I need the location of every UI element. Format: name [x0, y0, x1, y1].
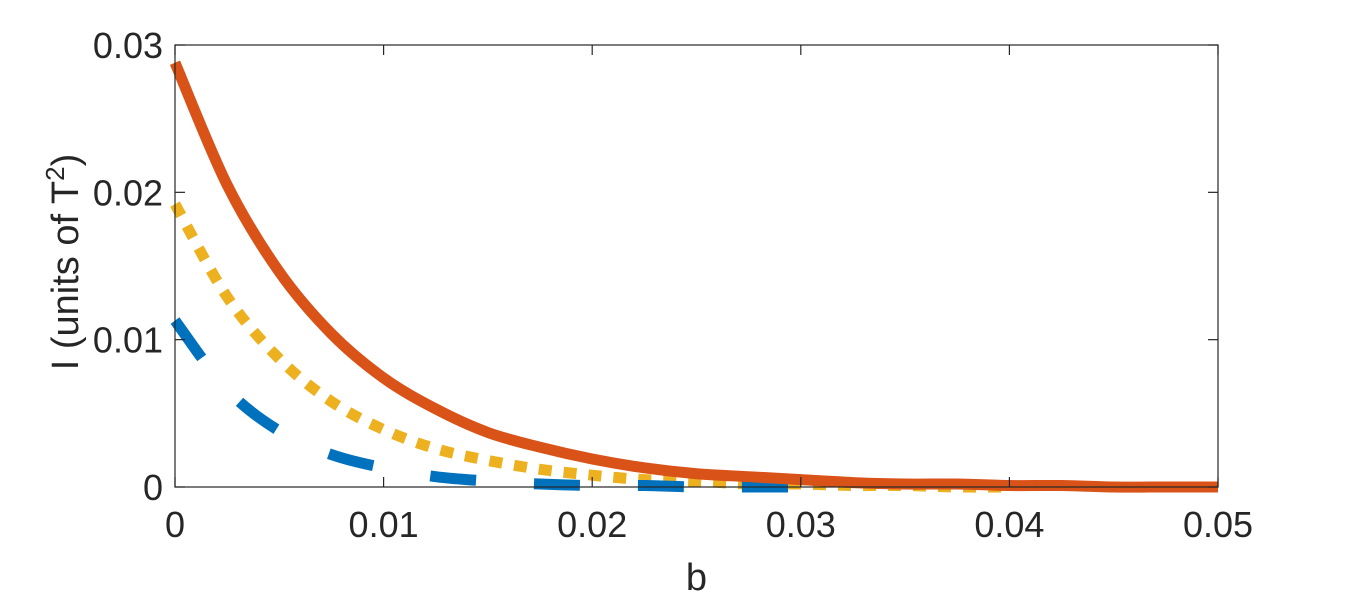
axis-ticks: [174, 44, 1219, 488]
series-layer: [169, 60, 1219, 493]
x-axis-label: b: [686, 557, 707, 599]
x-tick-label: 0.05: [1183, 504, 1253, 545]
x-tick-label: 0.03: [766, 504, 836, 545]
series-line-dotted: [170, 201, 1010, 493]
series-line-solid: [169, 60, 1219, 493]
series-line-dashed: [170, 317, 801, 493]
y-tick-label: 0: [143, 467, 163, 508]
plot-area-border: [174, 44, 1219, 488]
y-axis-label: I (units of T2): [40, 154, 87, 371]
y-axis-label-text: I (units of T: [45, 181, 87, 370]
x-tick-label: 0: [165, 504, 185, 545]
y-axis-label-superscript: 2: [40, 166, 70, 180]
x-tick-label: 0.04: [974, 504, 1044, 545]
x-axis-label-text: b: [686, 557, 707, 599]
tick-labels: 0 0.01 0.02 0.03 0.04 0.05 0 0.01 0.02 0.03: [93, 25, 1253, 545]
x-tick-label: 0.02: [557, 504, 627, 545]
y-axis-label-suffix: ): [45, 154, 87, 167]
y-tick-label: 0.03: [93, 25, 163, 66]
y-tick-label: 0.02: [93, 172, 163, 213]
x-tick-label: 0.01: [349, 504, 419, 545]
y-tick-label: 0.01: [93, 320, 163, 361]
